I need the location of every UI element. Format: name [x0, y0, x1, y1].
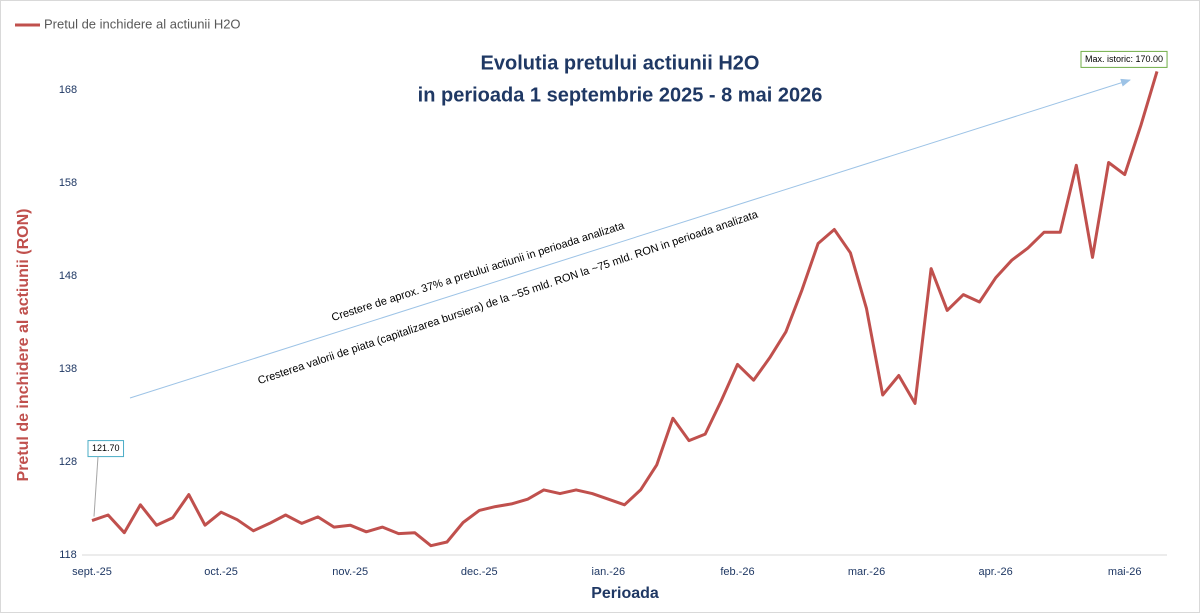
y-tick-label: 168 [59, 84, 77, 96]
chart-title: in perioada 1 septembrie 2025 - 8 mai 20… [418, 84, 823, 106]
y-tick-label: 128 [59, 456, 77, 468]
x-tick-label: feb.-26 [720, 566, 754, 578]
legend-label: Pretul de inchidere al actiunii H2O [44, 16, 241, 31]
x-tick-label: mai-26 [1108, 566, 1142, 578]
x-axis-label: Perioada [591, 585, 659, 602]
x-tick-label: ian.-26 [592, 566, 626, 578]
x-tick-label: dec.-25 [461, 566, 498, 578]
callout-box [87, 440, 125, 458]
y-tick-label: 138 [59, 363, 77, 375]
trend-arrow [129, 78, 1131, 399]
callout-box [1080, 50, 1168, 68]
y-tick-label: 118 [59, 549, 77, 561]
value-label: Max. istoric: 170.00 [1085, 54, 1163, 64]
chart-title: Evolutia pretului actiunii H2O [481, 52, 760, 74]
price-line [91, 70, 1159, 548]
x-tick-label: oct.-25 [204, 566, 238, 578]
value-callout: Max. istoric: 170.00 [1080, 50, 1168, 68]
y-tick-label: 148 [59, 270, 77, 282]
x-tick-label: nov.-25 [332, 566, 368, 578]
callout-line [93, 456, 99, 517]
y-axis-label: Pretul de inchidere al actiunii (RON) [15, 209, 32, 482]
x-tick-label: mar.-26 [848, 566, 885, 578]
y-tick-label: 158 [59, 177, 77, 189]
x-tick-label: sept.-25 [72, 566, 112, 578]
x-tick-label: apr.-26 [979, 566, 1013, 578]
value-callout: 121.70 [87, 440, 125, 517]
value-label: 121.70 [92, 443, 120, 453]
